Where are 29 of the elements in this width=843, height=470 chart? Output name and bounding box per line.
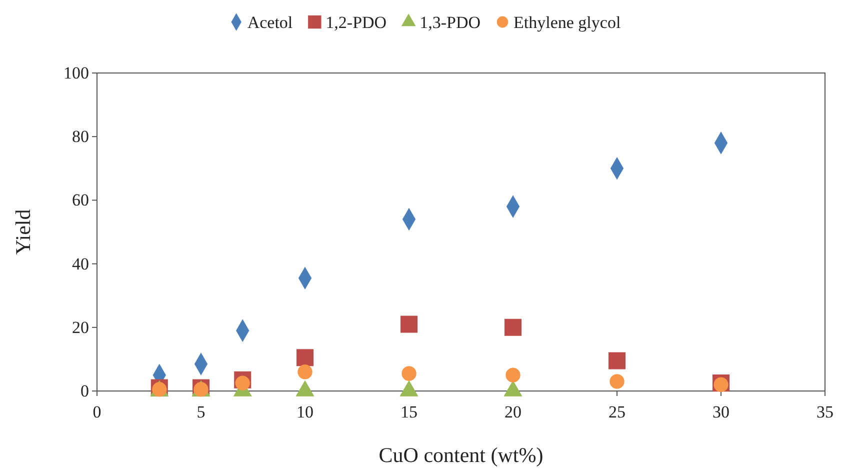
y-tick-label: 100	[64, 63, 89, 82]
point	[504, 318, 522, 336]
point	[400, 316, 418, 333]
legend-label: Acetol	[247, 12, 293, 32]
y-axis-title: Yield	[11, 208, 35, 255]
y-tick-label: 60	[72, 190, 89, 210]
x-tick-label: 5	[196, 402, 206, 422]
legend-label: 1,2-PDO	[326, 12, 387, 32]
y-tick-label: 20	[72, 318, 89, 337]
point	[608, 352, 626, 370]
legend-label: Ethylene glycol	[514, 12, 621, 32]
x-tick-label: 30	[712, 402, 730, 422]
point	[402, 366, 416, 381]
point	[610, 374, 624, 389]
point	[235, 376, 250, 390]
y-tick-label: 0	[80, 381, 89, 400]
point	[506, 368, 520, 382]
y-tick-label: 80	[72, 127, 89, 146]
point	[296, 349, 314, 366]
x-tick-label: 10	[296, 402, 314, 422]
x-axis-title: CuO content (wt%)	[378, 443, 544, 467]
x-tick-label: 25	[608, 402, 626, 422]
x-tick-label: 0	[92, 402, 102, 422]
x-tick-label: 15	[400, 402, 418, 422]
point	[298, 364, 312, 380]
x-tick-label: 35	[816, 402, 834, 422]
y-tick-label: 40	[72, 254, 89, 274]
x-tick-label: 20	[504, 402, 522, 422]
legend-label: 1,3-PDO	[420, 12, 480, 32]
